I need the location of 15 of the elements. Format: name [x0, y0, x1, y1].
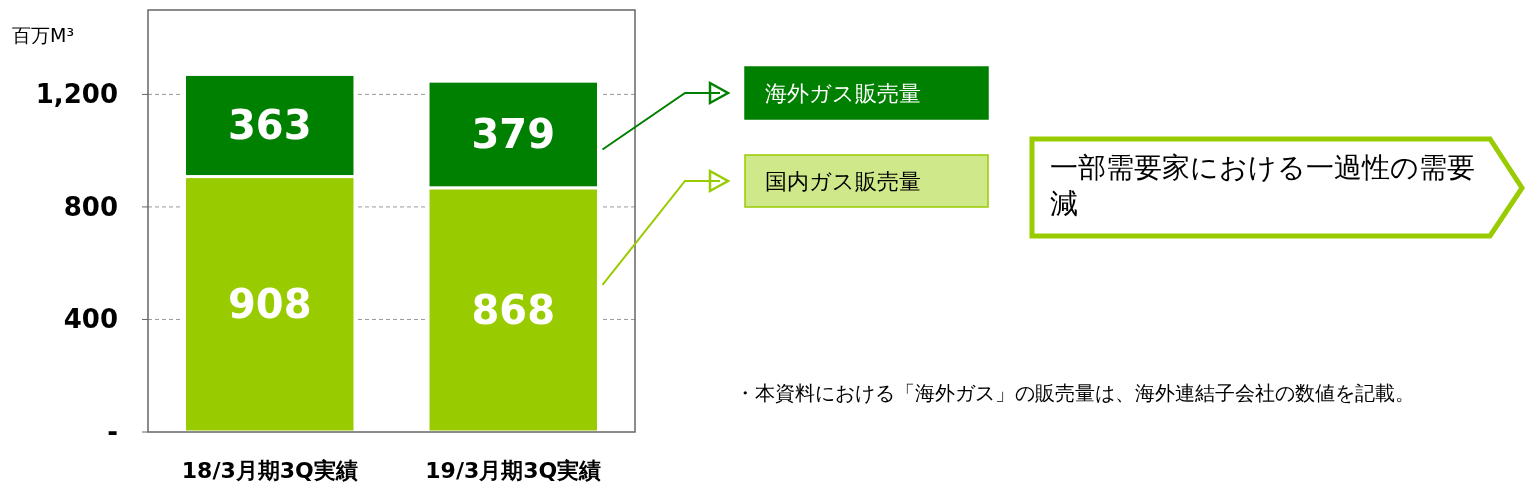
y-tick-label: 800: [63, 191, 118, 222]
data-label: 908: [228, 281, 312, 328]
y-tick-label: 1,200: [35, 79, 118, 110]
legend-label: 国内ガス販売量: [765, 169, 921, 194]
text: 一部需要家における一過性の需要減: [1050, 151, 1475, 220]
legend-label: 海外ガス販売量: [765, 81, 921, 106]
data-label: 363: [228, 102, 312, 149]
x-tick-label: 18/3月期3Q実績: [181, 458, 358, 482]
data-label: 379: [471, 111, 555, 158]
text: ・本資料における「海外ガス」の販売量は、海外連結子会社の数値を記載。: [735, 381, 1415, 405]
y-tick-label: 400: [63, 304, 118, 335]
y-axis-title: 百万M³: [12, 24, 75, 46]
y-tick-label: -: [107, 417, 118, 447]
x-tick-label: 19/3月期3Q実績: [425, 458, 602, 482]
data-label: 868: [471, 286, 555, 333]
